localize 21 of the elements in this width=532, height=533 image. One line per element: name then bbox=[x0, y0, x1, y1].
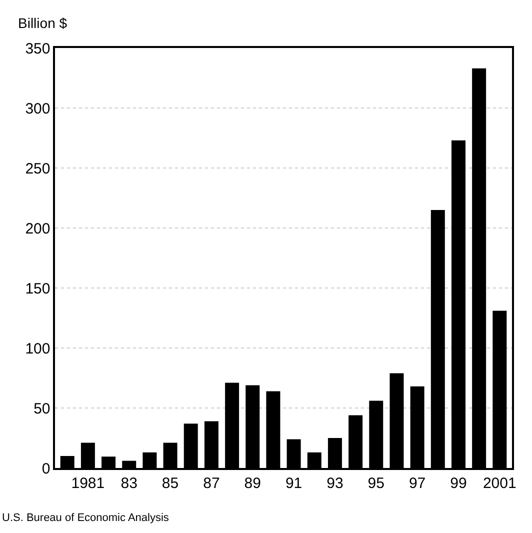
x-tick-label: 95 bbox=[368, 474, 384, 492]
x-tick-label: 89 bbox=[244, 474, 261, 492]
y-tick-label: 350 bbox=[25, 40, 50, 58]
y-tick-label: 300 bbox=[25, 100, 50, 118]
x-tick-label: 1981 bbox=[71, 474, 105, 492]
x-tick-label: 97 bbox=[408, 474, 426, 492]
y-tick-label: 250 bbox=[25, 160, 50, 178]
y-tick-label: 50 bbox=[34, 400, 50, 418]
x-tick-label: 2001 bbox=[482, 474, 516, 492]
y-tick-label: 100 bbox=[25, 340, 50, 358]
y-axis-title: Billion $ bbox=[18, 15, 68, 31]
text: U.S. Bureau of Economic Analysis bbox=[2, 512, 170, 524]
x-tick-label: 85 bbox=[162, 474, 179, 492]
x-tick-label: 83 bbox=[120, 474, 138, 492]
x-tick-label: 91 bbox=[285, 474, 302, 492]
y-tick-label: 150 bbox=[25, 280, 50, 298]
y-tick-label: 200 bbox=[25, 220, 50, 238]
x-tick-label: 99 bbox=[450, 474, 467, 492]
x-tick-label: 93 bbox=[326, 474, 344, 492]
y-tick-label: 0 bbox=[42, 460, 50, 478]
x-tick-label: 87 bbox=[203, 474, 220, 492]
